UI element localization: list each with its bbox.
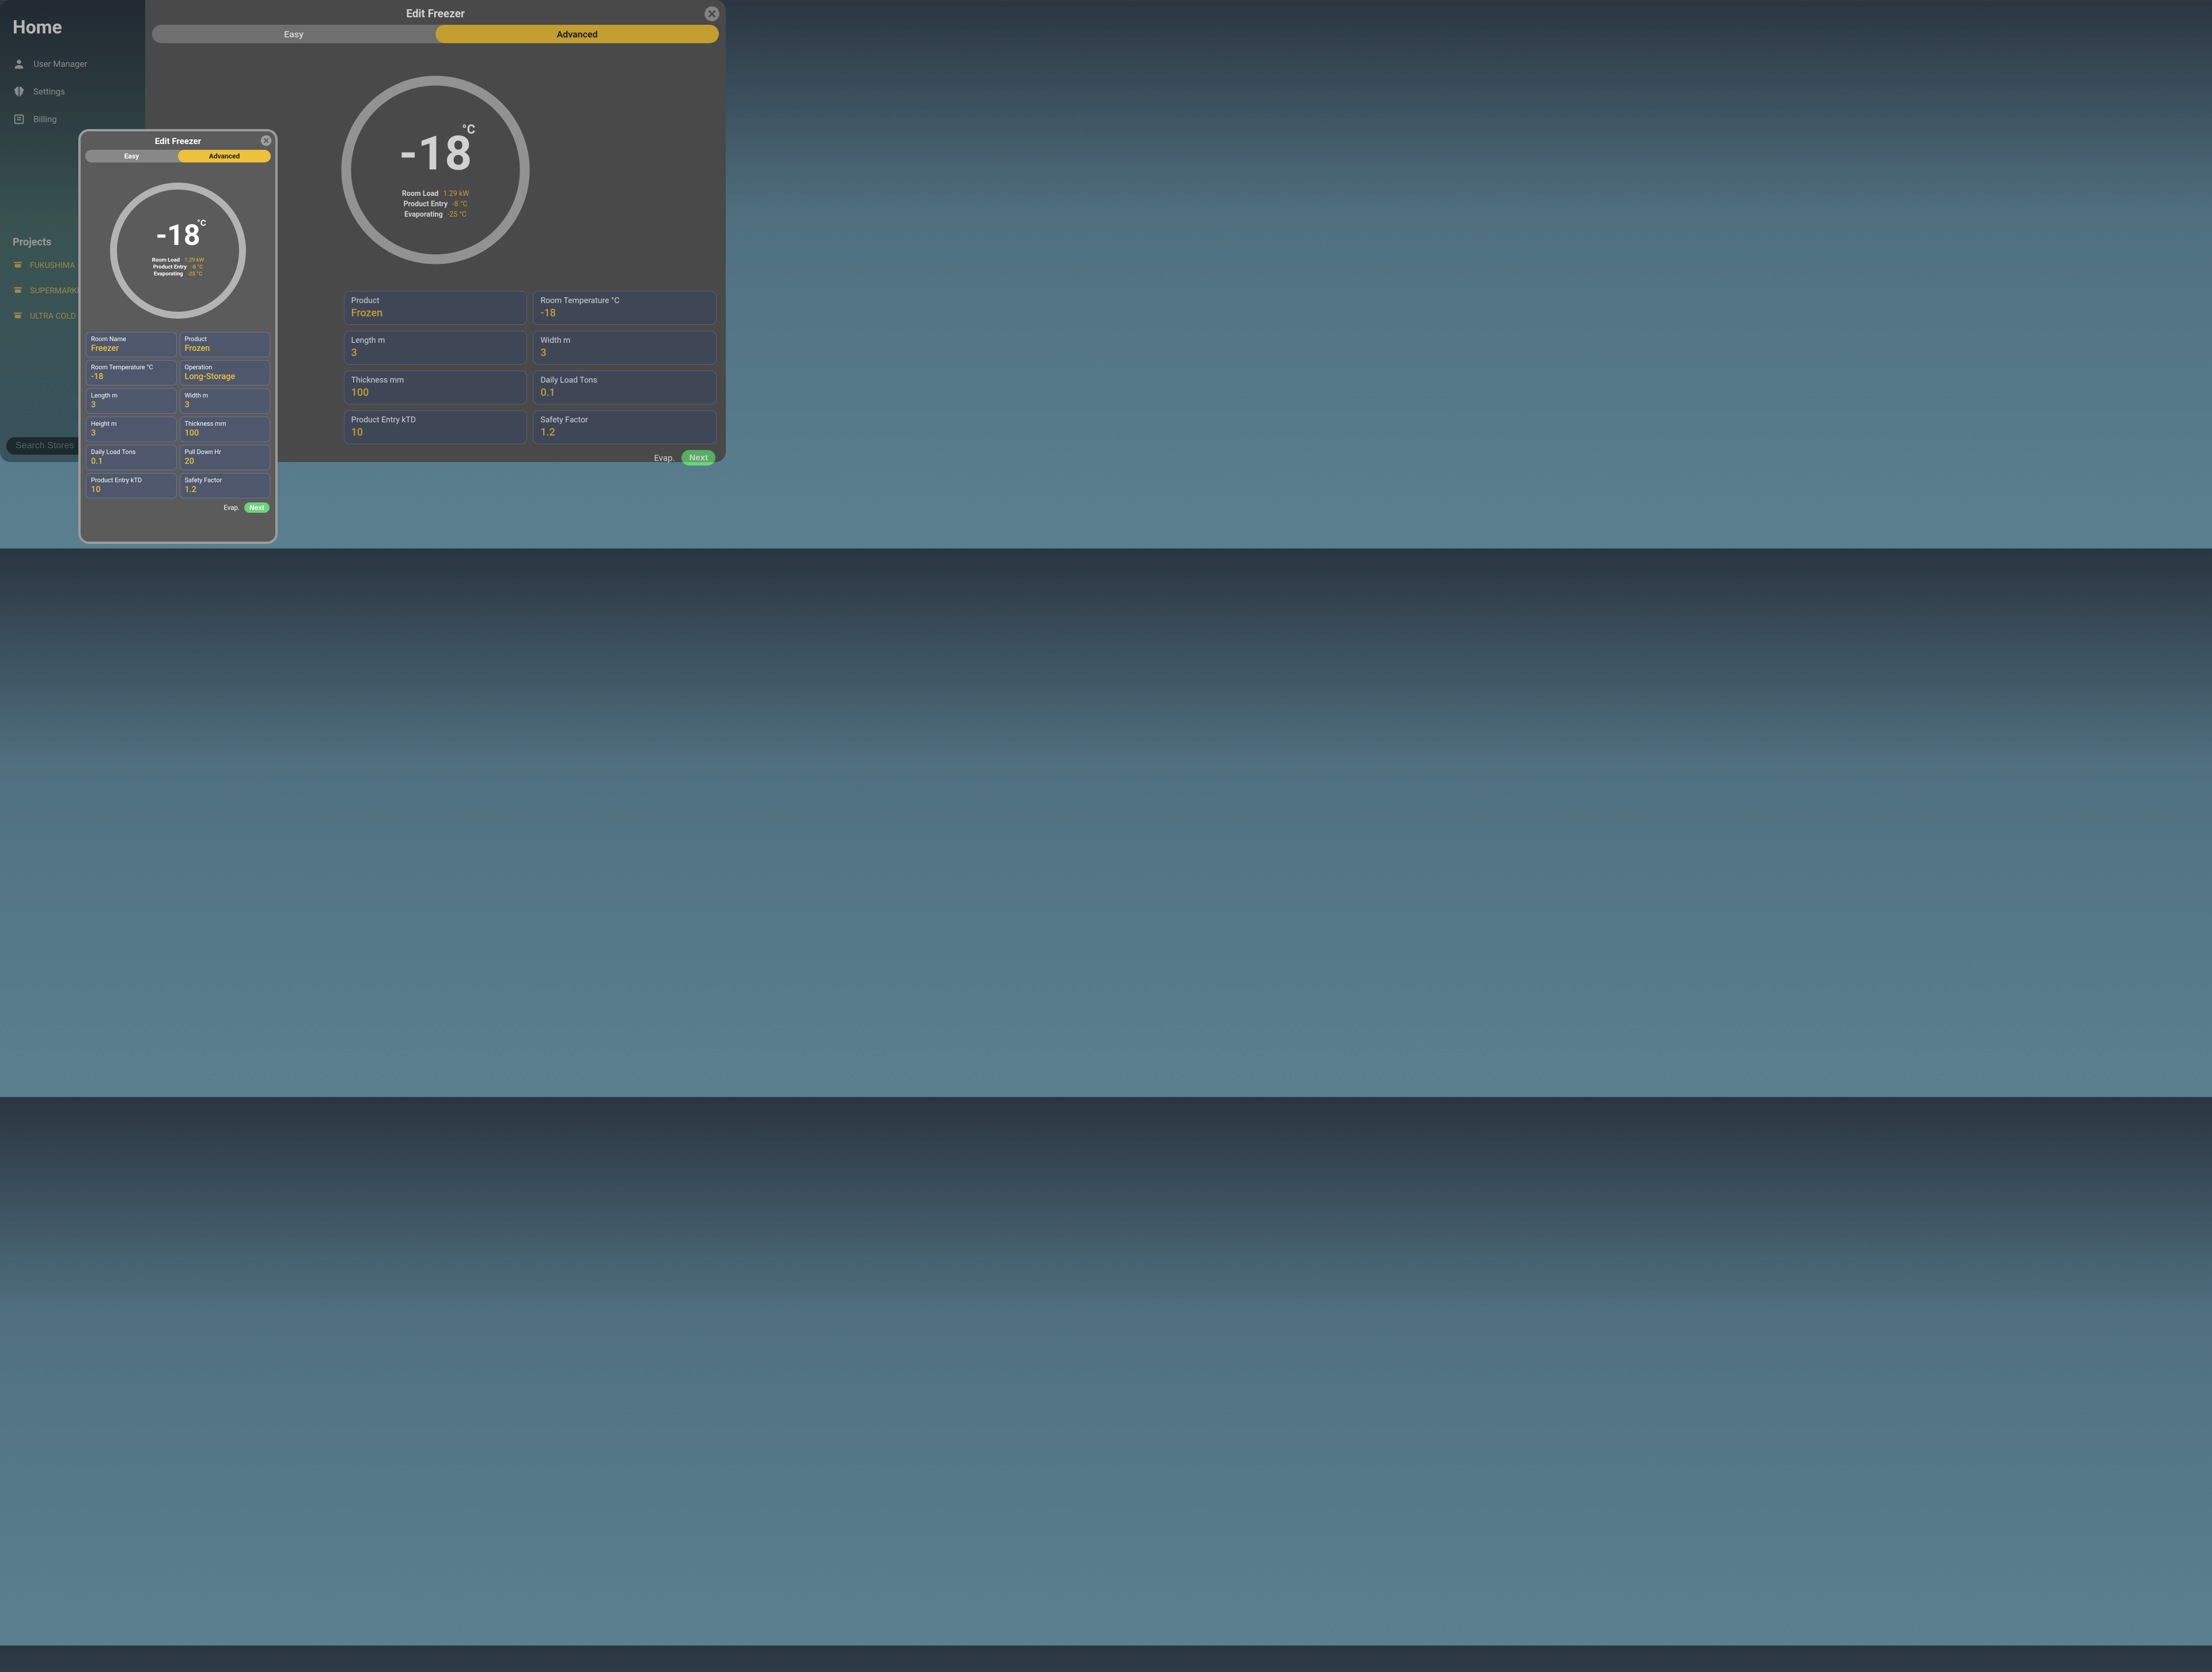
field-value: 0.1 — [91, 456, 172, 466]
dial-unit: °C — [197, 218, 206, 228]
field-label: Daily Load Tons — [91, 448, 172, 456]
field-value: 3 — [91, 400, 172, 410]
modal-title: Edit Freezer — [85, 136, 271, 146]
stat-val: -25 °C — [188, 271, 202, 277]
field-value: Freezer — [91, 343, 172, 353]
tab-easy[interactable]: Easy — [85, 150, 178, 162]
field-daily-load[interactable]: Daily Load Tons0.1 — [86, 445, 177, 470]
stat-val: -8 °C — [191, 264, 203, 270]
field-value: 100 — [185, 428, 266, 438]
close-icon[interactable] — [260, 135, 272, 146]
field-value: Frozen — [185, 343, 266, 353]
field-room-name[interactable]: Room NameFreezer — [86, 332, 177, 357]
field-label: Thickness mm — [185, 420, 266, 428]
field-value: 10 — [91, 485, 172, 494]
temperature-dial[interactable]: -18 °C Room Load 1.29 kW Product Entry -8 … — [107, 180, 249, 321]
field-value: 20 — [185, 456, 266, 466]
field-product-entry[interactable]: Product Entry kTD10 — [86, 473, 177, 498]
field-length[interactable]: Length m3 — [86, 388, 177, 414]
field-value: 3 — [91, 428, 172, 438]
field-label: Room Name — [91, 335, 172, 343]
field-label: Operation — [185, 364, 266, 371]
field-height[interactable]: Height m3 — [86, 417, 177, 442]
stat-key: Product Entry — [153, 264, 187, 270]
field-value: -18 — [91, 372, 172, 381]
field-value: 3 — [185, 400, 266, 410]
field-room-temp[interactable]: Room Temperature °C-18 — [86, 360, 177, 385]
field-label: Pull Down Hr — [185, 448, 266, 456]
tab-advanced[interactable]: Advanced — [178, 150, 271, 162]
field-label: Product Entry kTD — [91, 476, 172, 484]
field-product[interactable]: ProductFrozen — [180, 332, 271, 357]
footer-label: Evap. — [224, 504, 240, 512]
field-value: 1.2 — [185, 485, 266, 494]
field-label: Height m — [91, 420, 172, 428]
edit-freezer-modal-small: Edit Freezer Easy Advanced -18 °C Room L… — [78, 129, 278, 544]
mode-tabs: Easy Advanced — [85, 150, 271, 162]
fields-grid: Room NameFreezer ProductFrozen Room Temp… — [85, 332, 271, 498]
field-label: Width m — [185, 392, 266, 399]
stat-key: Evaporating — [154, 271, 183, 277]
field-label: Room Temperature °C — [91, 364, 172, 371]
stat-key: Room Load — [152, 257, 180, 263]
dial-stats: Room Load 1.29 kW Product Entry -8 °C Evap… — [107, 257, 249, 277]
field-label: Length m — [91, 392, 172, 399]
field-value: Long-Storage — [185, 372, 266, 381]
dial-temperature: -18 — [107, 219, 249, 252]
next-button[interactable]: Next — [244, 502, 270, 513]
modal-footer: Evap. Next — [85, 502, 271, 513]
field-operation[interactable]: OperationLong-Storage — [180, 360, 271, 385]
stat-val: 1.29 kW — [184, 257, 204, 263]
field-width[interactable]: Width m3 — [180, 388, 271, 414]
field-label: Product — [185, 335, 266, 343]
field-pulldown[interactable]: Pull Down Hr20 — [180, 445, 271, 470]
field-thickness[interactable]: Thickness mm100 — [180, 417, 271, 442]
field-label: Safety Factor — [185, 476, 266, 484]
field-safety[interactable]: Safety Factor1.2 — [180, 473, 271, 498]
